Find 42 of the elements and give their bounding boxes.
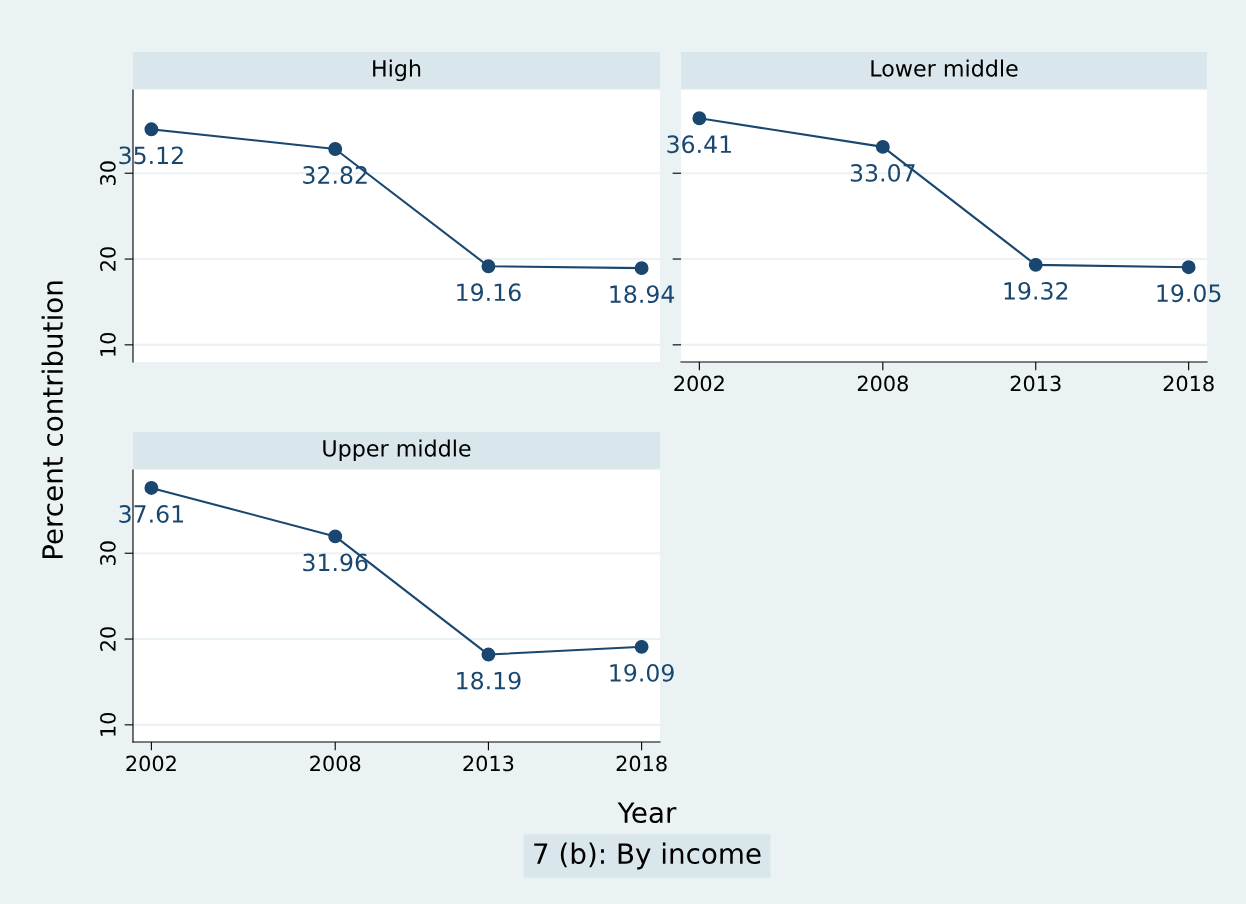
point: [144, 480, 159, 495]
y-tick-label: 30: [100, 161, 116, 185]
x-tick-label: 2008: [857, 375, 908, 392]
x-tick-label: 2002: [674, 375, 724, 392]
data-label: 31.96: [303, 553, 368, 572]
point: [634, 261, 649, 276]
data-label: 19.32: [1004, 281, 1068, 300]
point: [875, 139, 890, 154]
data-label: 18.94: [610, 285, 675, 304]
point: [144, 122, 159, 137]
y-tick-label: 30: [100, 541, 116, 565]
y-tick-label: 10: [100, 712, 116, 736]
x-axis-title: Year: [617, 802, 677, 824]
x-tick-label: 2013: [1010, 375, 1061, 392]
data-label: 33.07: [850, 163, 915, 182]
data-label: 18.19: [457, 671, 521, 690]
x-tick-label: 2002: [126, 755, 176, 772]
x-tick-label: 2013: [463, 755, 514, 772]
point: [481, 259, 496, 274]
data-label: 19.05: [1157, 284, 1221, 303]
text: 7 (b): By income: [534, 842, 761, 870]
x-tick-label: 2018: [1163, 375, 1214, 392]
data-label: 36.41: [667, 135, 731, 154]
point: [634, 639, 649, 654]
point: [692, 111, 707, 126]
y-tick-label: 20: [100, 627, 116, 651]
point: [328, 529, 343, 544]
y-tick-label: 20: [100, 247, 116, 271]
y-axis-title: Percent contribution: [41, 281, 64, 559]
point: [481, 647, 496, 662]
chart-title: Lower middle: [871, 59, 1018, 77]
chart-title: Upper middle: [323, 439, 471, 462]
point: [1028, 257, 1043, 272]
point: [1181, 260, 1196, 275]
y-tick-label: 10: [100, 332, 116, 356]
point: [328, 142, 343, 156]
data-label: 19.16: [457, 283, 521, 302]
chart-title: High: [373, 59, 421, 82]
data-label: 19.09: [610, 663, 674, 682]
x-tick-label: 2018: [616, 755, 667, 772]
x-tick-label: 2008: [310, 755, 361, 772]
data-label: 32.82: [303, 166, 367, 184]
